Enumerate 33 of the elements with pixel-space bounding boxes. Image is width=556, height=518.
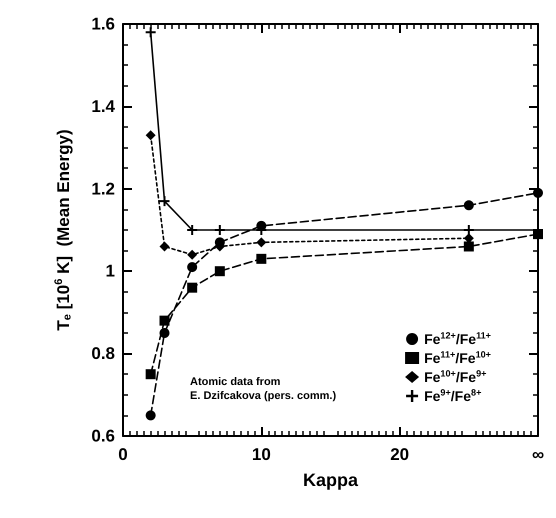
point [214, 266, 225, 276]
point [256, 254, 266, 264]
x-tick-label: 20 [390, 445, 410, 464]
y-tick-label: 0.6 [91, 426, 115, 446]
point [146, 130, 156, 140]
point [464, 241, 474, 252]
point [160, 241, 170, 252]
y-tick-label: 1 [106, 262, 115, 281]
point [464, 225, 474, 235]
point [187, 250, 198, 260]
point [160, 316, 170, 326]
point [160, 196, 170, 206]
point [214, 225, 225, 235]
y-tick-label: 1.2 [91, 179, 115, 198]
x-tick-label: 10 [252, 445, 271, 464]
y-tick-label: 1.4 [91, 96, 116, 116]
point [146, 369, 156, 380]
point [187, 282, 198, 293]
point [160, 328, 170, 338]
point [464, 200, 474, 210]
y-tick-label: 0.8 [91, 344, 115, 364]
x-axis-title: Kappa [302, 470, 359, 490]
point [187, 225, 198, 235]
y-axis-title: Te [106 K] (Mean Energy) [53, 129, 74, 331]
point [256, 237, 266, 248]
annotation: Atomic data from E. Dzifcakova (pers. comm.) [190, 376, 336, 402]
x-tick-label: ∞ [532, 445, 544, 464]
point [146, 410, 156, 420]
x-tick-label: 0 [118, 445, 128, 464]
point [533, 188, 543, 198]
point [187, 262, 198, 272]
y-tick-label: 1.6 [91, 14, 115, 34]
point [146, 27, 156, 38]
